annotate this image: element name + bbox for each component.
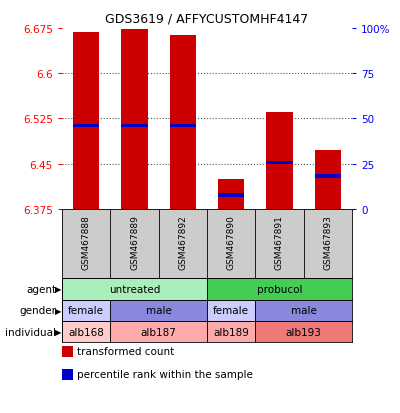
Text: male: male [291,306,317,316]
Text: ▶: ▶ [55,306,61,315]
Bar [314,151,341,209]
Text: alb187: alb187 [141,327,177,337]
Title: GDS3619 / AFFYCUSTOMHF4147: GDS3619 / AFFYCUSTOMHF4147 [105,12,309,25]
Text: GSM467890: GSM467890 [227,215,236,270]
Text: alb168: alb168 [68,327,104,337]
Bar [170,125,196,128]
Text: alb189: alb189 [213,327,249,337]
Text: alb193: alb193 [286,327,322,337]
Bar [121,29,148,209]
Bar [110,300,207,321]
Bar [110,321,207,342]
Text: percentile rank within the sample: percentile rank within the sample [77,369,253,379]
Text: GSM467893: GSM467893 [323,215,332,270]
Bar [255,300,352,321]
Text: untreated: untreated [109,284,160,294]
Bar [170,36,196,209]
Text: GSM467889: GSM467889 [130,215,139,270]
Bar [207,278,352,300]
Text: transformed count: transformed count [77,347,174,356]
Bar [218,179,244,209]
Text: GSM467891: GSM467891 [275,215,284,270]
Bar [62,278,207,300]
Bar [207,321,255,342]
Text: GSM467888: GSM467888 [82,215,91,270]
Bar [314,175,341,178]
Bar [266,161,293,165]
Bar [73,33,100,209]
Text: ▶: ▶ [55,285,61,294]
Bar [266,113,293,209]
Text: female: female [68,306,104,316]
Bar [62,321,110,342]
Bar [73,125,100,128]
Text: individual: individual [5,327,56,337]
Text: probucol: probucol [257,284,302,294]
Text: female: female [213,306,249,316]
Text: male: male [146,306,172,316]
Text: gender: gender [19,306,56,316]
Bar [62,300,110,321]
Text: ▶: ▶ [55,328,61,336]
Bar [207,300,255,321]
Text: agent: agent [26,284,56,294]
Text: GSM467892: GSM467892 [178,215,187,270]
Bar [255,321,352,342]
Bar [121,125,148,128]
Bar [218,194,244,197]
